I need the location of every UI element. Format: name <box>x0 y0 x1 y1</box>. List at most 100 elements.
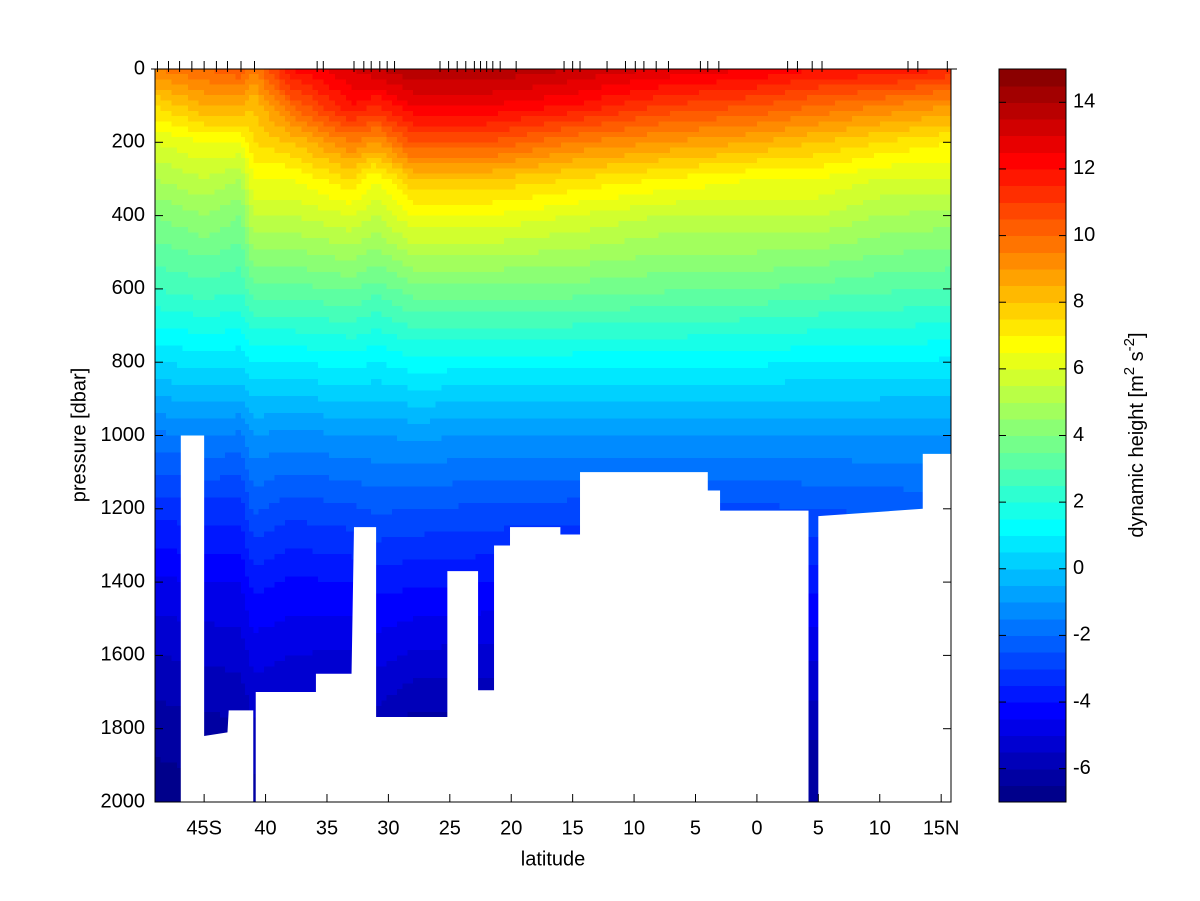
contour-cell <box>653 200 659 206</box>
contour-cell <box>813 205 819 211</box>
contour-cell <box>188 106 194 112</box>
contour-cell <box>693 132 699 138</box>
contour-cell <box>376 132 382 138</box>
contour-cell <box>624 100 630 106</box>
contour-cell <box>584 137 590 143</box>
contour-cell <box>413 272 419 278</box>
contour-cell <box>241 111 246 117</box>
contour-cell <box>381 69 387 75</box>
contour-cell <box>740 127 746 133</box>
contour-cell <box>376 233 382 239</box>
contour-cell <box>296 69 302 75</box>
contour-cell <box>307 272 313 278</box>
contour-cell <box>441 106 447 112</box>
contour-cell <box>182 121 188 127</box>
contour-cell <box>464 85 470 91</box>
contour-cell <box>892 168 899 174</box>
contour-cell <box>335 189 341 195</box>
contour-cell <box>915 116 922 122</box>
contour-cell <box>215 111 221 117</box>
contour-cell <box>340 227 346 233</box>
contour-cell <box>613 158 619 164</box>
contour-cell <box>312 233 318 239</box>
contour-cell <box>253 106 259 112</box>
contour-cell <box>458 179 464 185</box>
contour-cell <box>892 195 899 201</box>
contour-cell <box>555 195 561 201</box>
contour-cell <box>182 132 188 138</box>
contour-cell <box>166 210 172 216</box>
contour-cell <box>636 69 642 75</box>
contour-cell <box>567 266 573 272</box>
contour-cell <box>538 137 544 143</box>
contour-cell <box>688 79 694 85</box>
contour-cell <box>392 106 398 112</box>
contour-cell <box>346 244 352 250</box>
contour-cell <box>290 158 296 164</box>
contour-cell <box>498 238 504 244</box>
contour-cell <box>705 95 711 101</box>
contour-cell <box>722 100 728 106</box>
contour-cell <box>688 85 694 91</box>
contour-cell <box>188 272 194 278</box>
contour-cell <box>458 210 464 216</box>
contour-cell <box>785 210 791 216</box>
contour-cell <box>220 148 226 154</box>
contour-cell <box>220 227 226 233</box>
contour-cell <box>280 168 286 174</box>
contour-cell <box>705 163 711 169</box>
contour-cell <box>301 174 307 180</box>
contour-cell <box>249 158 254 164</box>
contour-cell <box>209 85 215 91</box>
contour-cell <box>340 137 346 143</box>
contour-cell <box>927 148 934 154</box>
contour-cell <box>619 168 625 174</box>
contour-cell <box>728 148 734 154</box>
contour-cell <box>215 127 221 133</box>
contour-cell <box>430 127 436 133</box>
contour-cell <box>241 255 246 261</box>
contour-cell <box>245 163 250 169</box>
contour-cell <box>274 85 280 91</box>
contour-cell <box>653 168 659 174</box>
contour-cell <box>264 272 270 278</box>
contour-cell <box>653 137 659 143</box>
contour-cell <box>376 189 382 195</box>
contour-cell <box>596 137 602 143</box>
contour-cell <box>402 272 408 278</box>
contour-cell <box>880 69 887 75</box>
contour-cell <box>245 121 250 127</box>
contour-cell <box>324 227 330 233</box>
contour-cell <box>430 272 436 278</box>
contour-cell <box>693 158 699 164</box>
contour-cell <box>751 184 757 190</box>
contour-cell <box>430 168 436 174</box>
contour-cell <box>676 168 682 174</box>
contour-cell <box>188 158 194 164</box>
contour-cell <box>245 195 250 201</box>
contour-cell <box>274 184 280 190</box>
contour-cell <box>324 266 330 272</box>
contour-cell <box>392 74 398 80</box>
contour-cell <box>510 261 516 267</box>
contour-cell <box>533 238 539 244</box>
contour-cell <box>716 111 722 117</box>
contour-cell <box>397 216 403 222</box>
contour-cell <box>166 174 172 180</box>
contour-cell <box>324 121 330 127</box>
contour-cell <box>171 158 177 164</box>
contour-cell <box>544 158 550 164</box>
contour-cell <box>705 148 711 154</box>
contour-cell <box>335 266 341 272</box>
contour-cell <box>381 174 387 180</box>
contour-cell <box>458 137 464 143</box>
contour-cell <box>857 132 863 138</box>
contour-cell <box>402 127 408 133</box>
contour-cell <box>296 90 302 96</box>
contour-cell <box>630 168 636 174</box>
contour-cell <box>745 74 751 80</box>
contour-cell <box>927 195 934 201</box>
contour-cell <box>796 195 802 201</box>
contour-cell <box>567 189 573 195</box>
contour-cell <box>307 153 313 159</box>
